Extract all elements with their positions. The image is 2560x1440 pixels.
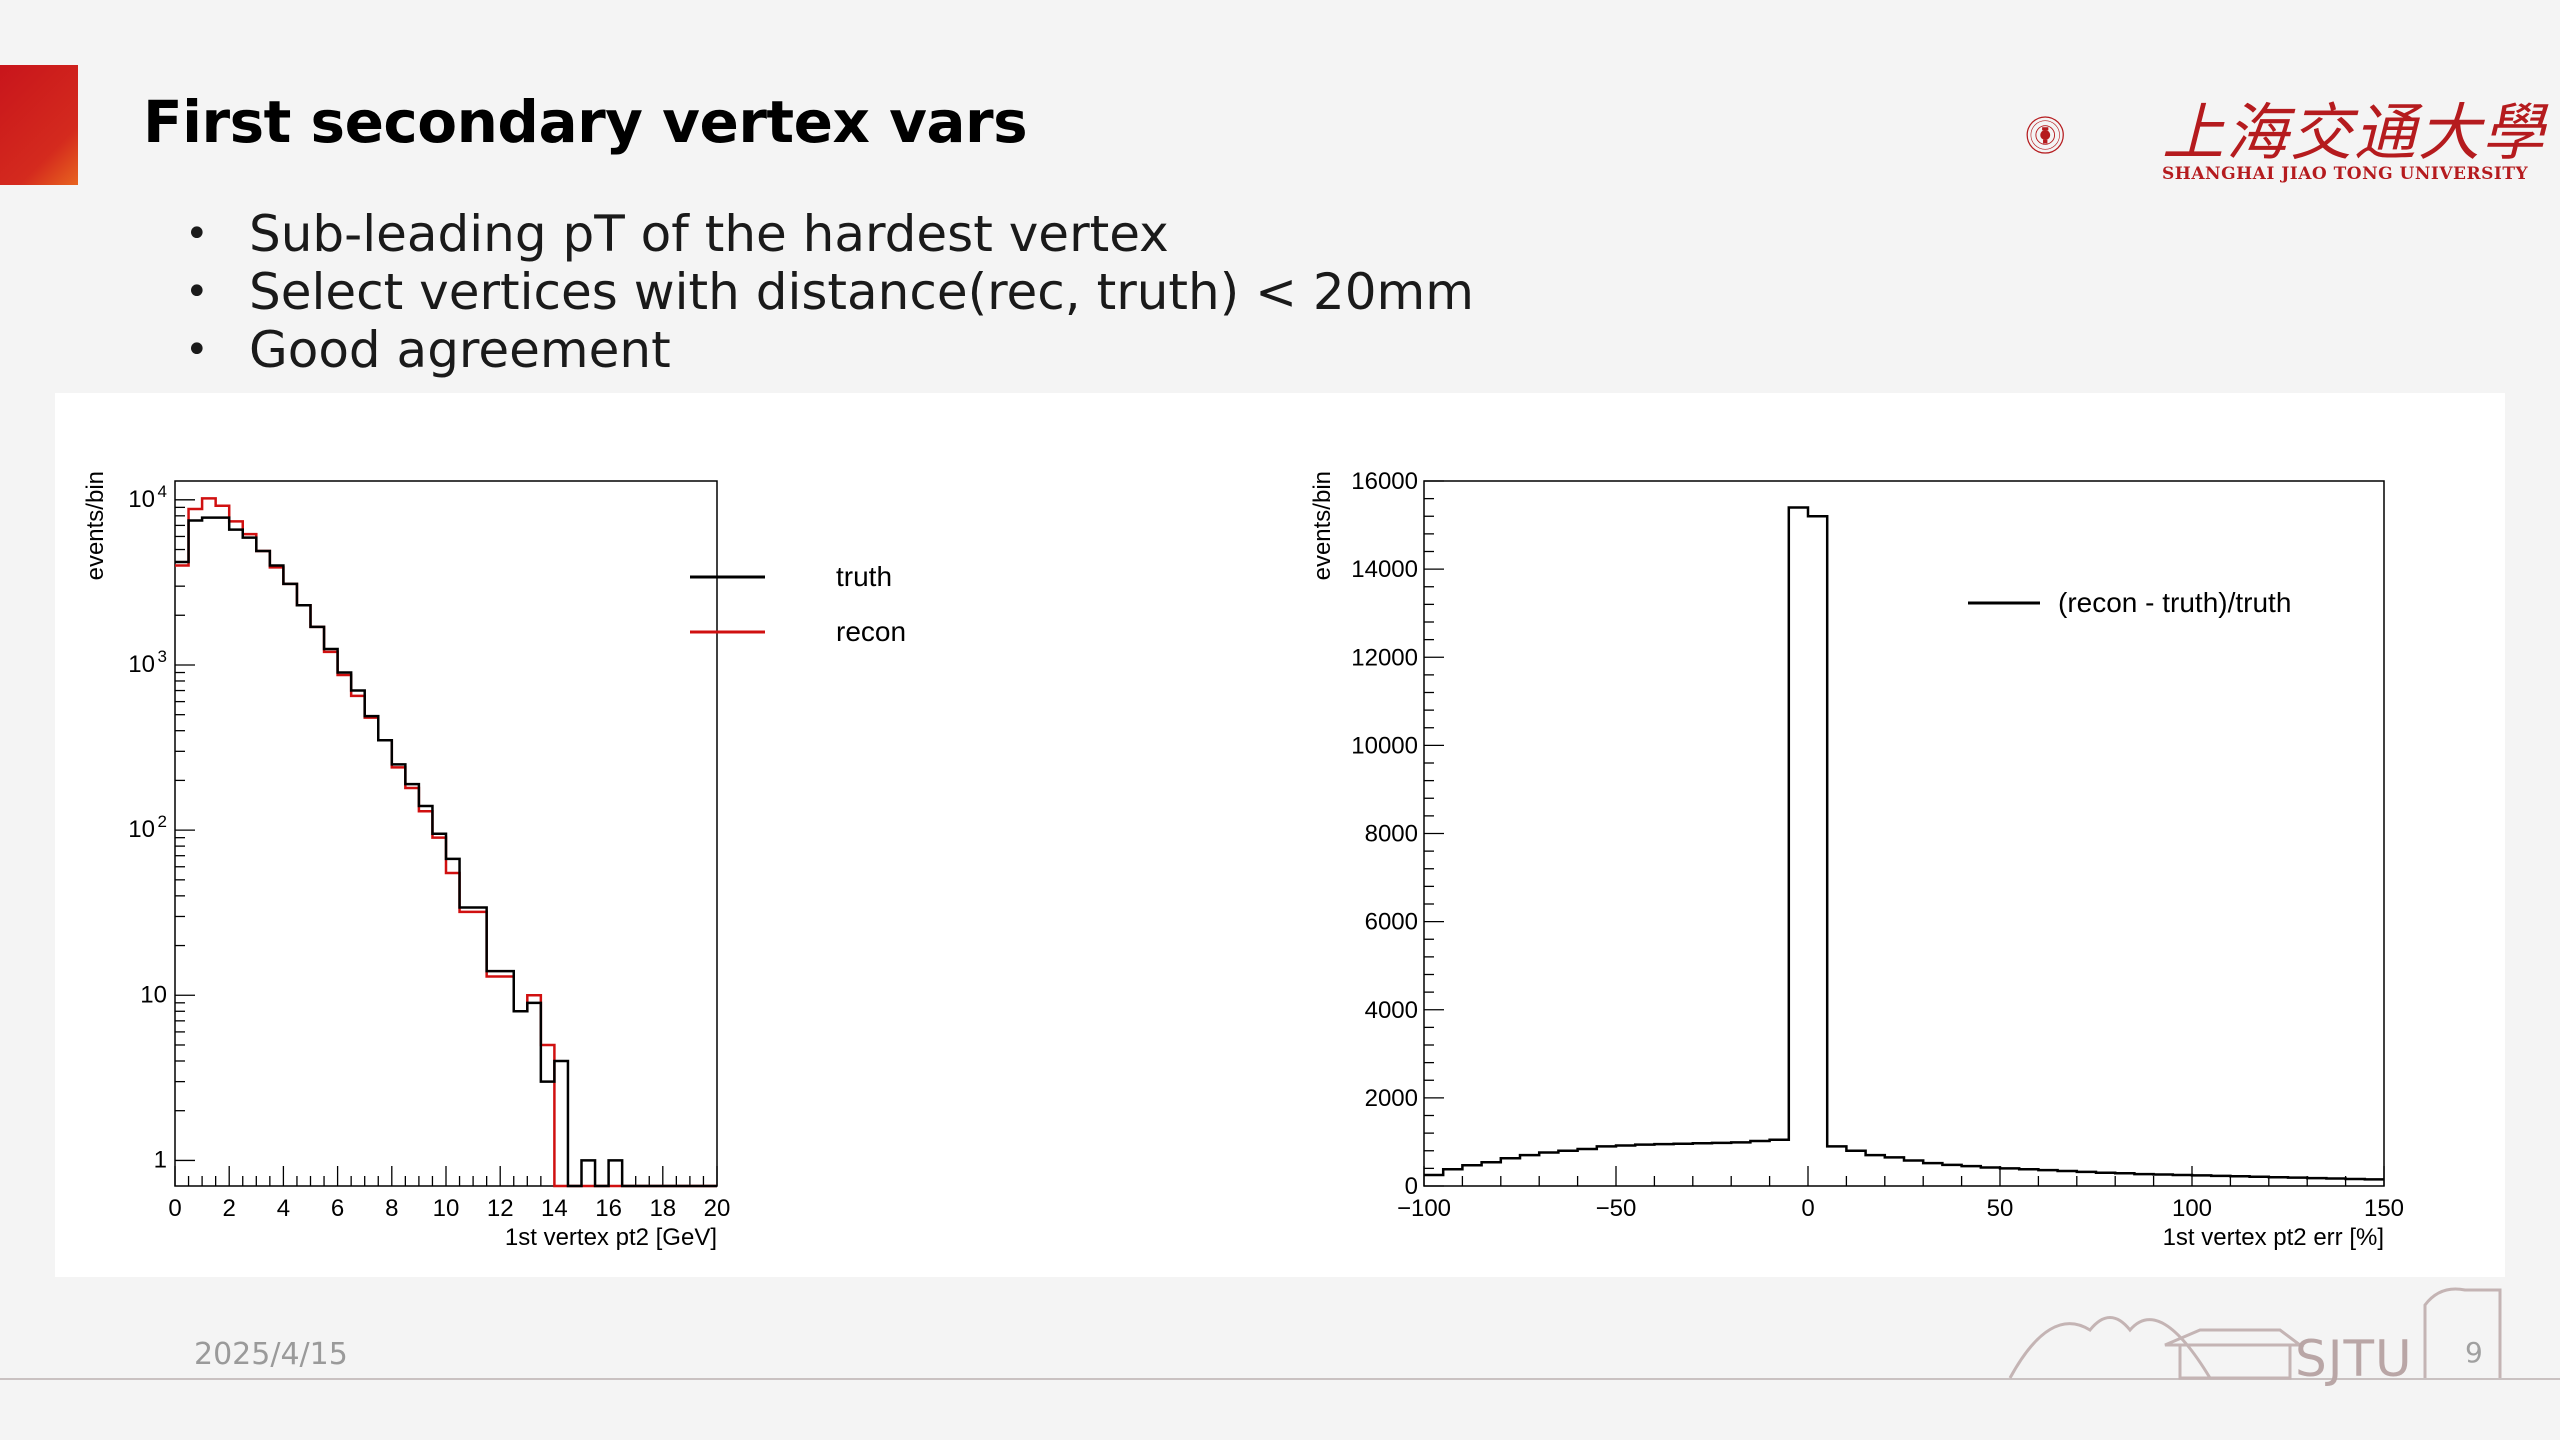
- y-tick-label: 2000: [1365, 1085, 1418, 1112]
- y-tick-exponent: 4: [158, 482, 167, 501]
- university-name-en: SHANGHAI JIAO TONG UNIVERSITY: [2162, 164, 2529, 184]
- y-tick-label: 14000: [1351, 556, 1418, 583]
- y-tick-label: 10: [128, 651, 155, 678]
- y-tick-label: 0: [1405, 1173, 1418, 1200]
- x-tick-label: 14: [541, 1195, 568, 1222]
- y-tick-label: 8000: [1365, 821, 1418, 848]
- bullet-text: Select vertices with distance(rec, truth…: [249, 263, 1474, 321]
- x-tick-label: 100: [2172, 1195, 2212, 1222]
- university-name-cn: 上海交通大學: [2162, 96, 2547, 169]
- y-axis-label: events/bin: [1309, 471, 1336, 580]
- bullet-item: • Good agreement: [185, 321, 1474, 379]
- university-seal-icon: [2026, 116, 2064, 154]
- title-accent-bar: [0, 65, 78, 185]
- y-tick-exponent: 2: [158, 812, 167, 831]
- slide-date: 2025/4/15: [194, 1337, 348, 1372]
- page-number: 9: [2465, 1336, 2483, 1369]
- y-tick-exponent: 3: [158, 647, 167, 666]
- x-axis-label: 1st vertex pt2 [GeV]: [505, 1224, 717, 1251]
- bullet-icon: •: [185, 327, 209, 373]
- x-tick-label: 50: [1987, 1195, 2014, 1222]
- legend-label: recon: [836, 616, 906, 647]
- x-tick-label: −100: [1397, 1195, 1451, 1222]
- y-tick-label: 4000: [1365, 997, 1418, 1024]
- bullet-text: Good agreement: [249, 321, 671, 379]
- bullet-icon: •: [185, 211, 209, 257]
- x-tick-label: 0: [1801, 1195, 1814, 1222]
- footer-divider: [0, 1378, 2560, 1380]
- series-line: [1424, 506, 2384, 1181]
- x-tick-label: 150: [2364, 1195, 2404, 1222]
- x-tick-label: 8: [385, 1195, 398, 1222]
- legend-label: (recon - truth)/truth: [2058, 587, 2291, 618]
- footer-sjtu-mark: SJTU: [2295, 1330, 2413, 1388]
- x-tick-label: −50: [1596, 1195, 1637, 1222]
- x-tick-label: 10: [433, 1195, 460, 1222]
- bullet-item: • Sub-leading pT of the hardest vertex: [185, 205, 1474, 263]
- bullet-item: • Select vertices with distance(rec, trut…: [185, 263, 1474, 321]
- y-tick-label: 16000: [1351, 468, 1418, 495]
- y-tick-label: 6000: [1365, 909, 1418, 936]
- page-title: First secondary vertex vars: [143, 88, 1028, 156]
- x-tick-label: 6: [331, 1195, 344, 1222]
- y-tick-label: 1: [154, 1146, 167, 1173]
- x-tick-label: 12: [487, 1195, 514, 1222]
- bullet-list: • Sub-leading pT of the hardest vertex • S…: [185, 205, 1474, 379]
- bullet-text: Sub-leading pT of the hardest vertex: [249, 205, 1169, 263]
- series-line-truth: [175, 516, 717, 1188]
- histogram-pt2-err: 0 2000 4000 6000 8000 10000 12000 14000 16000 −10…: [1309, 468, 2404, 1251]
- y-tick-label: 10: [128, 816, 155, 843]
- figure-panel: [55, 393, 2505, 1277]
- y-tick-label: 10: [140, 981, 167, 1008]
- y-tick-label: 10: [128, 486, 155, 513]
- bullet-icon: •: [185, 269, 209, 315]
- x-tick-label: 18: [649, 1195, 676, 1222]
- campus-gate-icon: [2008, 1287, 2502, 1380]
- y-tick-label: 10000: [1351, 732, 1418, 759]
- x-tick-label: 0: [168, 1195, 181, 1222]
- y-tick-label: 12000: [1351, 644, 1418, 671]
- legend-label: truth: [836, 561, 892, 592]
- x-tick-label: 4: [277, 1195, 290, 1222]
- y-axis-label: events/bin: [82, 471, 109, 580]
- x-tick-label: 2: [223, 1195, 236, 1222]
- x-axis-label: 1st vertex pt2 err [%]: [2163, 1224, 2384, 1251]
- x-tick-label: 16: [595, 1195, 622, 1222]
- x-tick-label: 20: [704, 1195, 731, 1222]
